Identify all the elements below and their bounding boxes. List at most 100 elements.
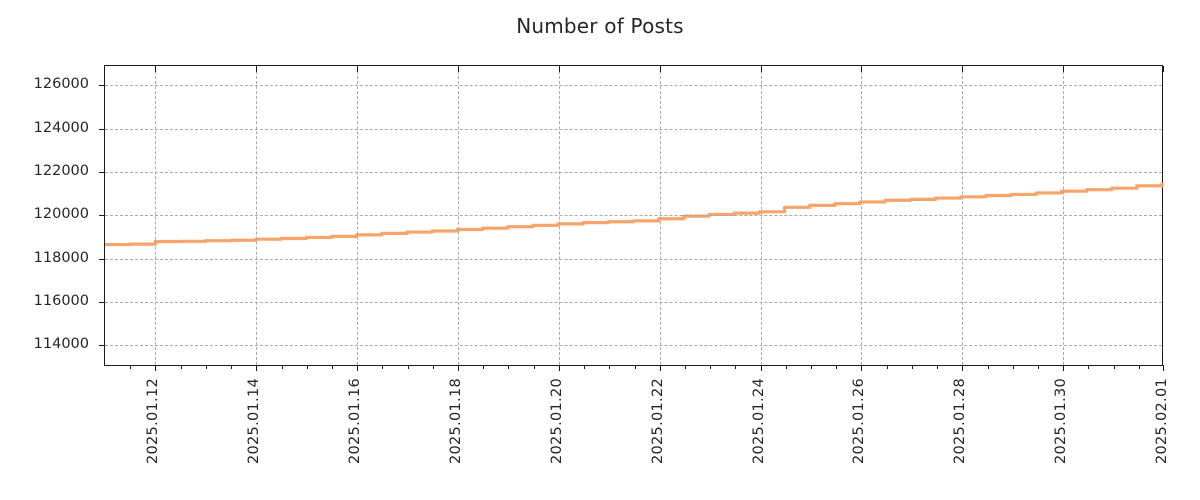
y-gridline bbox=[105, 172, 1162, 174]
y-axis-tick-label: 120000 bbox=[33, 206, 89, 223]
y-tick-mark bbox=[99, 215, 105, 217]
x-tick-minor bbox=[407, 365, 409, 369]
x-gridline bbox=[760, 66, 762, 365]
x-tick-minor bbox=[205, 365, 207, 369]
x-tick-minor bbox=[735, 365, 737, 369]
y-axis-tick-label: 126000 bbox=[33, 76, 89, 93]
x-tick-minor bbox=[634, 365, 636, 369]
x-tick-minor bbox=[508, 365, 510, 369]
x-axis-tick-label: 2025.01.30 bbox=[1053, 378, 1070, 465]
x-tick-top bbox=[1163, 66, 1164, 72]
x-tick-major bbox=[256, 365, 258, 371]
x-axis-tick-label: 2025.01.12 bbox=[145, 378, 162, 465]
x-tick-top bbox=[458, 66, 459, 72]
y-gridline bbox=[105, 215, 1162, 217]
y-gridline bbox=[105, 345, 1162, 347]
x-tick-top bbox=[155, 66, 157, 72]
x-tick-minor bbox=[684, 365, 686, 369]
y-axis-tick-label: 118000 bbox=[33, 249, 89, 266]
y-axis-tick-label: 116000 bbox=[33, 293, 89, 310]
x-axis-tick-label: 2025.01.22 bbox=[649, 378, 666, 465]
x-tick-minor bbox=[1113, 365, 1115, 369]
x-tick-minor bbox=[130, 365, 132, 369]
y-tick-mark bbox=[99, 258, 105, 260]
x-tick-top bbox=[256, 66, 258, 72]
x-axis-tick-label: 2025.01.20 bbox=[548, 378, 565, 465]
y-tick-mark bbox=[99, 345, 105, 347]
y-axis-tick-label: 124000 bbox=[33, 119, 89, 136]
x-gridline bbox=[357, 66, 359, 365]
x-tick-major bbox=[760, 365, 762, 371]
x-tick-major bbox=[1063, 365, 1065, 371]
y-tick-mark bbox=[99, 302, 105, 304]
x-tick-minor bbox=[483, 365, 485, 369]
y-gridline bbox=[105, 85, 1162, 87]
x-tick-top bbox=[861, 66, 863, 72]
x-tick-minor bbox=[1088, 365, 1090, 369]
x-tick-top bbox=[659, 66, 661, 72]
x-tick-top bbox=[357, 66, 359, 72]
y-tick-mark bbox=[99, 172, 105, 174]
x-tick-minor bbox=[811, 365, 812, 369]
x-gridline bbox=[962, 66, 964, 365]
y-gridline bbox=[105, 258, 1162, 260]
x-tick-minor bbox=[231, 365, 233, 369]
x-tick-major bbox=[962, 365, 964, 371]
x-tick-minor bbox=[1012, 365, 1014, 369]
y-gridline bbox=[105, 128, 1162, 130]
x-gridline bbox=[861, 66, 863, 365]
x-gridline bbox=[458, 66, 459, 365]
y-tick-mark bbox=[99, 128, 105, 130]
y-axis-tick-label: 122000 bbox=[33, 163, 89, 180]
x-axis-tick-label: 2025.02.01 bbox=[1154, 378, 1170, 465]
x-gridline bbox=[256, 66, 258, 365]
x-tick-minor bbox=[432, 365, 434, 369]
x-tick-minor bbox=[584, 365, 586, 369]
x-tick-minor bbox=[710, 365, 712, 369]
x-tick-top bbox=[1063, 66, 1065, 72]
x-tick-minor bbox=[180, 365, 182, 369]
x-axis-tick-label: 2025.01.16 bbox=[347, 378, 364, 465]
x-gridline bbox=[659, 66, 661, 365]
x-axis-tick-label: 2025.01.28 bbox=[952, 378, 969, 465]
series-line-number-of-posts bbox=[105, 182, 1164, 247]
x-tick-major bbox=[861, 365, 863, 371]
x-tick-major bbox=[1163, 365, 1164, 371]
y-axis-tick-label: 114000 bbox=[33, 336, 89, 353]
x-tick-minor bbox=[1138, 365, 1140, 369]
x-tick-minor bbox=[886, 365, 888, 369]
x-gridline bbox=[155, 66, 157, 365]
x-tick-minor bbox=[306, 365, 308, 369]
chart-title: Number of Posts bbox=[516, 14, 684, 38]
x-tick-minor bbox=[987, 365, 989, 369]
x-tick-minor bbox=[609, 365, 611, 369]
x-tick-minor bbox=[785, 365, 787, 369]
x-tick-minor bbox=[911, 365, 913, 369]
x-tick-minor bbox=[533, 365, 535, 369]
x-tick-minor bbox=[281, 365, 283, 369]
x-tick-major bbox=[558, 365, 560, 371]
x-tick-minor bbox=[836, 365, 838, 369]
x-tick-major bbox=[357, 365, 359, 371]
x-axis-tick-label: 2025.01.14 bbox=[246, 378, 263, 465]
x-tick-major bbox=[659, 365, 661, 371]
x-tick-minor bbox=[937, 365, 939, 369]
plot-area bbox=[99, 65, 1164, 371]
x-gridline bbox=[558, 66, 560, 365]
x-gridline bbox=[1063, 66, 1065, 365]
x-tick-top bbox=[558, 66, 560, 72]
x-tick-minor bbox=[1037, 365, 1039, 369]
x-tick-major bbox=[155, 365, 157, 371]
x-tick-minor bbox=[331, 365, 333, 369]
x-axis-tick-label: 2025.01.18 bbox=[448, 378, 464, 465]
series-line-svg bbox=[105, 182, 1164, 247]
x-tick-major bbox=[458, 365, 459, 371]
x-axis-tick-label: 2025.01.24 bbox=[750, 378, 767, 465]
x-tick-minor bbox=[382, 365, 384, 369]
y-gridline bbox=[105, 302, 1162, 304]
x-tick-top bbox=[962, 66, 964, 72]
x-tick-top bbox=[760, 66, 762, 72]
y-tick-mark bbox=[99, 85, 105, 87]
x-axis-tick-label: 2025.01.26 bbox=[851, 378, 868, 465]
